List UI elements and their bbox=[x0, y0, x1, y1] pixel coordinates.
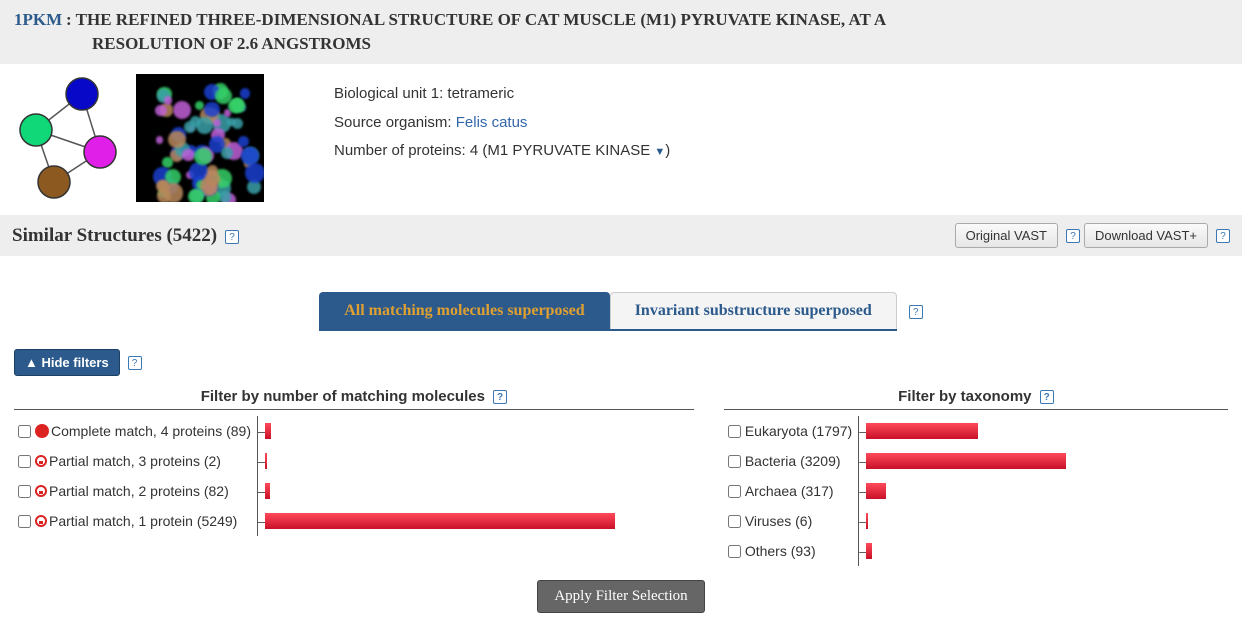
histogram-bar bbox=[866, 513, 868, 529]
filter-checkbox[interactable] bbox=[18, 515, 31, 528]
help-icon[interactable]: ? bbox=[1040, 390, 1054, 404]
filter-left-title: Filter by number of matching molecules bbox=[201, 388, 485, 405]
filter-label: Complete match, 4 proteins (89) bbox=[51, 423, 251, 439]
histogram-bar bbox=[866, 543, 872, 559]
histogram-bar bbox=[265, 453, 267, 469]
histogram-bar bbox=[866, 453, 1066, 469]
tab-invariant[interactable]: Invariant substructure superposed bbox=[610, 292, 897, 329]
match-partial-icon bbox=[35, 455, 47, 467]
filter-label: Bacteria (3209) bbox=[745, 453, 841, 469]
filter-row: Others (93) bbox=[724, 536, 852, 566]
filter-label: Archaea (317) bbox=[745, 483, 834, 499]
match-partial-icon bbox=[35, 515, 47, 527]
proteins-value: 4 (M1 PYRUVATE KINASE bbox=[470, 142, 650, 159]
filter-row: Complete match, 4 proteins (89) bbox=[14, 416, 251, 446]
info-row: Biological unit 1: tetrameric Source org… bbox=[0, 64, 1242, 214]
filter-checkbox[interactable] bbox=[18, 425, 31, 438]
filter-row: Eukaryota (1797) bbox=[724, 416, 852, 446]
proteins-label: Number of proteins: bbox=[334, 142, 466, 159]
filter-checkbox[interactable] bbox=[18, 485, 31, 498]
filter-label: Eukaryota (1797) bbox=[745, 423, 852, 439]
pdb-id-link[interactable]: 1PKM bbox=[14, 10, 62, 29]
filter-matching-molecules: Filter by number of matching molecules ?… bbox=[14, 388, 694, 566]
filter-row: Viruses (6) bbox=[724, 506, 852, 536]
histogram-bar bbox=[866, 423, 978, 439]
bio-unit-label: Biological unit 1: bbox=[334, 85, 443, 102]
source-organism-link[interactable]: Felis catus bbox=[456, 114, 528, 131]
apply-filter-button[interactable]: Apply Filter Selection bbox=[537, 580, 704, 613]
title-bar: 1PKM : THE REFINED THREE-DIMENSIONAL STR… bbox=[0, 0, 1242, 64]
match-partial-icon bbox=[35, 485, 47, 497]
tabs: All matching molecules superposed Invari… bbox=[319, 292, 897, 331]
filter-label: Viruses (6) bbox=[745, 513, 812, 529]
meta-block: Biological unit 1: tetrameric Source org… bbox=[274, 74, 1228, 166]
filter-checkbox[interactable] bbox=[728, 485, 741, 498]
proteins-close: ) bbox=[665, 142, 670, 159]
help-icon[interactable]: ? bbox=[1216, 229, 1230, 243]
filter-checkbox[interactable] bbox=[728, 425, 741, 438]
filter-checkbox[interactable] bbox=[728, 545, 741, 558]
topology-svg bbox=[14, 74, 126, 204]
histogram-bar bbox=[265, 483, 270, 499]
hide-filters-button[interactable]: ▲ Hide filters bbox=[14, 349, 120, 376]
help-icon[interactable]: ? bbox=[909, 305, 923, 319]
histogram-bar bbox=[265, 513, 615, 529]
filter-taxonomy: Filter by taxonomy ? Eukaryota (1797) Bac… bbox=[724, 388, 1228, 566]
molecule-thumbnail[interactable] bbox=[136, 74, 264, 202]
help-icon[interactable]: ? bbox=[1066, 229, 1080, 243]
tabs-wrap: All matching molecules superposed Invari… bbox=[0, 292, 1242, 331]
filters-area: ▲ Hide filters ? Filter by number of mat… bbox=[0, 331, 1242, 613]
structure-title-1: : THE REFINED THREE-DIMENSIONAL STRUCTUR… bbox=[66, 10, 886, 29]
filter-label: Partial match, 2 proteins (82) bbox=[49, 483, 229, 499]
filter-row: Archaea (317) bbox=[724, 476, 852, 506]
section-title: Similar Structures (5422) bbox=[12, 225, 217, 246]
filter-right-title: Filter by taxonomy bbox=[898, 388, 1031, 405]
filter-row: Partial match, 2 proteins (82) bbox=[14, 476, 251, 506]
download-vast-button[interactable]: Download VAST+ bbox=[1084, 223, 1208, 248]
histogram-bar bbox=[866, 483, 886, 499]
structure-title-2: RESOLUTION OF 2.6 ANGSTROMS bbox=[92, 34, 1228, 54]
filter-label: Others (93) bbox=[745, 543, 816, 559]
filter-checkbox[interactable] bbox=[18, 455, 31, 468]
similar-structures-bar: Similar Structures (5422) ? Original VAS… bbox=[0, 214, 1242, 256]
filter-label: Partial match, 3 proteins (2) bbox=[49, 453, 221, 469]
tab-all-matching[interactable]: All matching molecules superposed bbox=[319, 292, 609, 329]
original-vast-button[interactable]: Original VAST bbox=[955, 223, 1058, 248]
topology-diagram bbox=[14, 74, 126, 204]
help-icon[interactable]: ? bbox=[493, 390, 507, 404]
match-full-icon bbox=[35, 424, 49, 438]
dropdown-triangle-icon[interactable]: ▼ bbox=[654, 146, 665, 158]
filter-checkbox[interactable] bbox=[728, 455, 741, 468]
source-label: Source organism: bbox=[334, 114, 452, 131]
filter-row: Bacteria (3209) bbox=[724, 446, 852, 476]
help-icon[interactable]: ? bbox=[128, 356, 142, 370]
help-icon[interactable]: ? bbox=[225, 230, 239, 244]
filter-row: Partial match, 1 protein (5249) bbox=[14, 506, 251, 536]
filter-label: Partial match, 1 protein (5249) bbox=[49, 513, 237, 529]
histogram-bar bbox=[265, 423, 271, 439]
filter-checkbox[interactable] bbox=[728, 515, 741, 528]
filter-row: Partial match, 3 proteins (2) bbox=[14, 446, 251, 476]
bio-unit-value: tetrameric bbox=[447, 85, 514, 102]
